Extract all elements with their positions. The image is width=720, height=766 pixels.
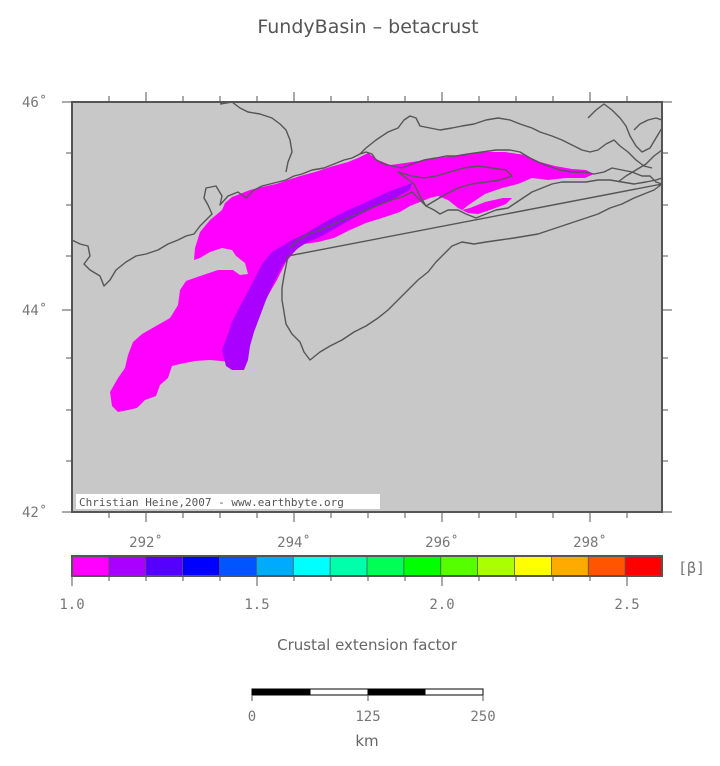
- colorbar-border: [71, 555, 663, 577]
- coastline-mainland: [71, 149, 663, 287]
- colorbar-swatch: [72, 556, 110, 576]
- colorbar-swatch: [403, 556, 442, 576]
- coastline-east-inlet: [633, 117, 663, 131]
- lon-label-298: 298˚: [573, 534, 607, 551]
- scalebar-tick-0: 0: [248, 709, 256, 725]
- lat-label-42: 42˚: [22, 504, 47, 521]
- colorbar-swatch: [514, 556, 552, 576]
- lon-label-294: 294˚: [277, 534, 311, 551]
- scalebar-segment-3: [367, 688, 426, 696]
- lat-label-46: 46˚: [22, 94, 47, 111]
- lon-label-292: 292˚: [129, 534, 163, 551]
- colorbar: [72, 556, 663, 576]
- scalebar-segment-2: [309, 688, 369, 696]
- colorbar-swatch: [551, 556, 589, 576]
- scalebar-tick-250: 250: [470, 709, 495, 725]
- credit-box: [76, 494, 380, 509]
- colorbar-swatch: [330, 556, 368, 576]
- coastline-north: [219, 101, 293, 173]
- colorbar-ticks: [71, 576, 628, 586]
- scalebar-tick-125: 125: [355, 709, 380, 725]
- colorbar-swatch: [219, 556, 257, 576]
- scalebar-unit: km: [355, 732, 378, 750]
- lat-ticks: [62, 101, 672, 513]
- colorbar-swatch: [182, 556, 221, 576]
- coastline-nova-scotia: [281, 177, 663, 361]
- map-border: [71, 101, 663, 513]
- colorbar-swatch: [145, 556, 184, 576]
- lat-label-44: 44˚: [22, 302, 47, 319]
- lon-label-296: 296˚: [425, 534, 459, 551]
- map-frame: [62, 92, 672, 522]
- colorbar-tick-1-5: 1.5: [244, 597, 269, 613]
- scalebar: [251, 688, 484, 701]
- colorbar-swatch: [588, 556, 626, 576]
- coastlines: [71, 101, 663, 361]
- colorbar-swatch: [625, 556, 663, 576]
- colorbar-swatch: [477, 556, 516, 576]
- coastline-minas-basin: [397, 165, 513, 207]
- colorbar-label: Crustal extension factor: [277, 636, 458, 654]
- colorbar-tick-2-0: 2.0: [429, 597, 454, 613]
- colorbar-swatch: [440, 556, 479, 576]
- colorbar-swatch: [367, 556, 405, 576]
- scalebar-segment-1: [251, 688, 311, 696]
- coastline-pei: [587, 103, 663, 153]
- credit-text: Christian Heine,2007 - www.earthbyte.org: [79, 496, 344, 509]
- lon-ticks: [108, 92, 628, 522]
- map-title: FundyBasin – betacrust: [257, 16, 479, 38]
- colorbar-swatch: [108, 556, 147, 576]
- colorbar-swatch: [293, 556, 331, 576]
- colorbar-swatch: [256, 556, 294, 576]
- scalebar-segment-4: [424, 688, 484, 696]
- coastline-northeast: [359, 115, 653, 169]
- colorbar-tick-1-0: 1.0: [59, 597, 84, 613]
- cape-breton: [617, 149, 663, 183]
- rift-axis-fill: [222, 183, 412, 370]
- colorbar-unit: [β]: [678, 559, 705, 577]
- colorbar-tick-2-5: 2.5: [614, 597, 639, 613]
